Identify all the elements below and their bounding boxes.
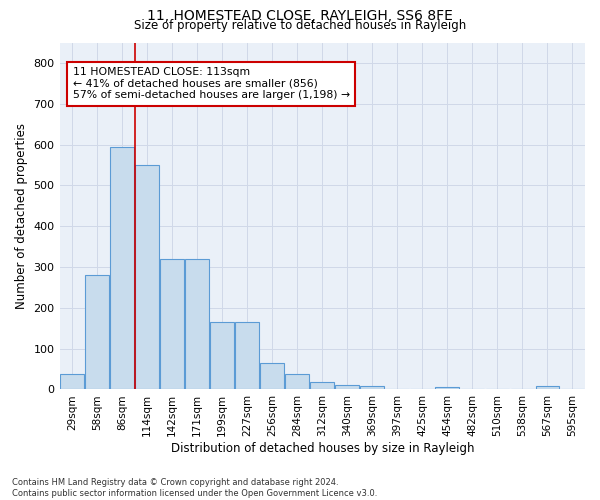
Text: 11, HOMESTEAD CLOSE, RAYLEIGH, SS6 8FE: 11, HOMESTEAD CLOSE, RAYLEIGH, SS6 8FE	[147, 9, 453, 23]
X-axis label: Distribution of detached houses by size in Rayleigh: Distribution of detached houses by size …	[170, 442, 474, 455]
Bar	[286, 374, 309, 390]
Bar	[361, 386, 384, 390]
Bar	[110, 146, 134, 390]
Bar	[60, 374, 84, 390]
Bar	[185, 259, 209, 390]
Bar	[436, 388, 459, 390]
Bar	[235, 322, 259, 390]
Text: 11 HOMESTEAD CLOSE: 113sqm
← 41% of detached houses are smaller (856)
57% of sem: 11 HOMESTEAD CLOSE: 113sqm ← 41% of deta…	[73, 67, 350, 100]
Text: Size of property relative to detached houses in Rayleigh: Size of property relative to detached ho…	[134, 19, 466, 32]
Bar	[160, 259, 184, 390]
Y-axis label: Number of detached properties: Number of detached properties	[15, 123, 28, 309]
Text: Contains HM Land Registry data © Crown copyright and database right 2024.
Contai: Contains HM Land Registry data © Crown c…	[12, 478, 377, 498]
Bar	[85, 275, 109, 390]
Bar	[135, 165, 159, 390]
Bar	[210, 322, 234, 390]
Bar	[536, 386, 559, 390]
Bar	[335, 386, 359, 390]
Bar	[310, 382, 334, 390]
Bar	[260, 363, 284, 390]
